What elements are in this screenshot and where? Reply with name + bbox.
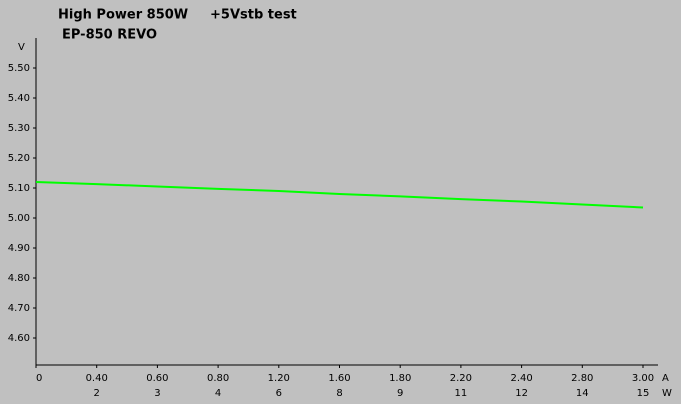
- chart-title: High Power 850W: [58, 8, 188, 23]
- y-tick-label: 5.40: [8, 93, 30, 104]
- x2-tick-label: 15: [637, 388, 650, 399]
- x-tick-label: 2.40: [510, 373, 532, 384]
- y-tick-label: 5.50: [8, 63, 30, 74]
- y-tick-label: 4.60: [8, 333, 30, 344]
- y-axis-label: V: [18, 42, 25, 53]
- y-tick-label: 5.20: [8, 153, 30, 164]
- y-tick-label: 5.30: [8, 123, 30, 134]
- y-tick-label: 5.10: [8, 183, 30, 194]
- y-tick-label: 4.80: [8, 273, 30, 284]
- data-line: [35, 181, 644, 209]
- y-tick-label: 4.90: [8, 243, 30, 254]
- annotation: EP-850 REVO: [62, 28, 157, 43]
- x2-tick-label: 9: [397, 388, 403, 399]
- x2-tick-label: 6: [276, 388, 282, 399]
- x2-tick-label: 3: [154, 388, 160, 399]
- y-tick-label: 5.00: [8, 213, 30, 224]
- x2-tick-label: 4: [215, 388, 221, 399]
- x-tick-label: 2.20: [450, 373, 472, 384]
- x-axis-label: A: [662, 373, 669, 384]
- x2-tick-label: 12: [515, 388, 528, 399]
- x-tick-label: 2.80: [571, 373, 593, 384]
- x2-axis-label: W: [662, 388, 672, 399]
- x2-tick-label: 11: [455, 388, 468, 399]
- x-tick-label: 3.00: [632, 373, 654, 384]
- x-tick-label: 1.60: [328, 373, 350, 384]
- x-tick-label: 0.60: [146, 373, 168, 384]
- x2-tick-label: 14: [576, 388, 589, 399]
- chart-subtitle: +5Vstb test: [210, 8, 297, 23]
- x2-tick-label: 2: [94, 388, 100, 399]
- x-tick-label: 0.40: [86, 373, 108, 384]
- x2-tick-label: 8: [336, 388, 342, 399]
- x-tick-label: 1.80: [389, 373, 411, 384]
- y-tick-label: 4.70: [8, 303, 30, 314]
- x-tick-label: 0: [36, 373, 42, 384]
- x-tick-label: 1.20: [268, 373, 290, 384]
- x-tick-label: 0.80: [207, 373, 229, 384]
